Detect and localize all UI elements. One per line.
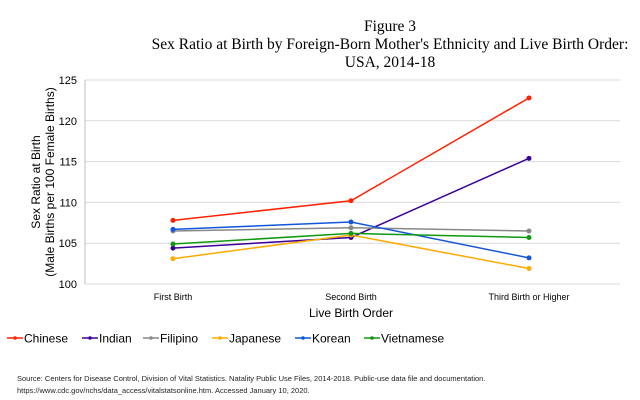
figure-number: Figure 3: [363, 18, 417, 35]
legend-label-vietnamese: Vietnamese: [381, 332, 444, 346]
data-point-chinese: [348, 198, 354, 204]
y-tick-label: 125: [59, 75, 77, 87]
x-tick-label: Third Birth or Higher: [488, 292, 569, 302]
data-point-chinese: [170, 217, 176, 223]
y-axis-label: Sex Ratio at Birth: [29, 135, 43, 228]
data-point-japanese: [170, 256, 176, 262]
x-axis-label: Live Birth Order: [309, 306, 393, 320]
legend-marker-korean: [301, 336, 305, 340]
line-chart: 100 105 110 115 120 125 First Birth Second Birt…: [7, 75, 620, 346]
legend-marker-japanese: [218, 336, 222, 340]
y-tick-label: 100: [59, 279, 77, 291]
x-tick-label: Second Birth: [325, 292, 377, 302]
data-point-chinese: [526, 95, 532, 101]
legend-label-filipino: Filipino: [160, 332, 198, 346]
legend-label-japanese: Japanese: [229, 332, 281, 346]
data-point-vietnamese: [526, 234, 532, 240]
y-tick-label: 120: [59, 116, 77, 128]
y-axis-label-units: (Male Births per 100 Female Births): [43, 87, 57, 276]
data-point-japanese: [526, 265, 532, 271]
data-point-korean: [170, 226, 176, 232]
data-point-filipino: [526, 228, 532, 234]
legend-label-chinese: Chinese: [24, 332, 68, 346]
y-tick-label: 105: [59, 238, 77, 250]
data-point-vietnamese: [348, 230, 354, 236]
source-note: Source: Centers for Disease Control, Div…: [17, 374, 486, 383]
data-point-filipino: [348, 225, 354, 231]
series-line-japanese: [172, 234, 530, 270]
chart-subtitle: USA, 2014-18: [344, 54, 436, 71]
data-point-vietnamese: [170, 241, 176, 247]
legend-marker-indian: [88, 336, 92, 340]
data-point-indian: [526, 155, 532, 161]
legend-label-indian: Indian: [99, 332, 132, 346]
data-point-korean: [348, 219, 354, 225]
source-url: https://www.cdc.gov/nchs/data_access/vit…: [17, 386, 310, 395]
data-point-korean: [526, 255, 532, 261]
legend-marker-filipino: [149, 336, 153, 340]
chart-title: Sex Ratio at Birth by Foreign-Born Mothe…: [151, 36, 629, 53]
y-tick-label: 110: [59, 197, 77, 209]
legend-marker-vietnamese: [370, 336, 374, 340]
legend-marker-chinese: [13, 336, 17, 340]
legend-label-korean: Korean: [312, 332, 351, 346]
data-point-indian: [170, 245, 176, 251]
x-tick-label: First Birth: [154, 292, 193, 302]
y-tick-label: 115: [59, 157, 77, 169]
